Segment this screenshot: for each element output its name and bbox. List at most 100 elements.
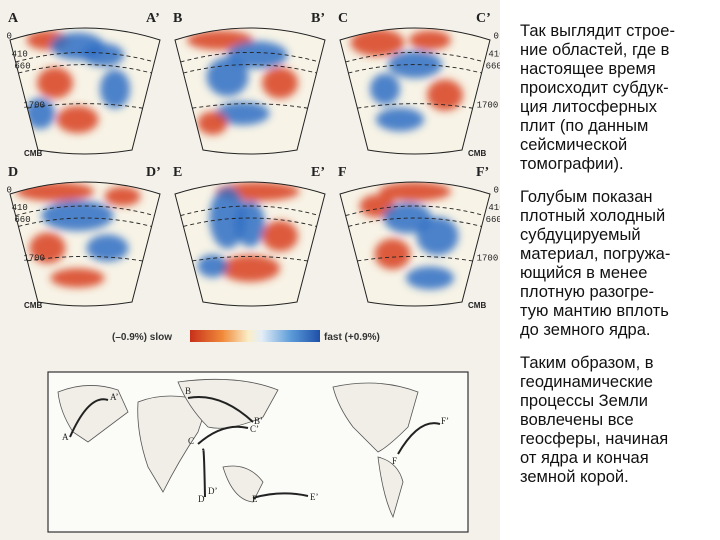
profile-line xyxy=(397,422,441,455)
tomography-panel-f: F F’ 0 410 660 1700 CMB xyxy=(338,165,500,310)
anomaly-blob xyxy=(376,107,424,132)
panel-end-label: B’ xyxy=(311,11,325,26)
depth-contour xyxy=(183,64,317,74)
panel-end-label: E’ xyxy=(311,165,325,180)
map-profile-label: E’ xyxy=(310,492,319,502)
landmass xyxy=(332,382,419,453)
anomaly-blob xyxy=(262,67,298,99)
depth-label: 660 xyxy=(486,62,500,72)
anomaly-blob xyxy=(187,30,253,50)
anomaly-blob xyxy=(16,182,94,202)
depth-contour xyxy=(180,205,320,217)
profile-line xyxy=(202,448,206,498)
map-profile-label: A’ xyxy=(110,392,119,402)
anomaly-blob xyxy=(370,73,400,105)
depth-contour xyxy=(357,103,473,109)
depth-contour xyxy=(345,51,485,63)
world-map: A A’ B B’ C C’ DD’ E E’ F F’ xyxy=(47,371,469,533)
depth-label: 1700 xyxy=(477,253,499,263)
depth-label: 410 xyxy=(488,49,500,59)
anomaly-blob xyxy=(197,254,228,278)
anomaly-blob xyxy=(82,43,124,67)
depth-label: 1700 xyxy=(23,253,45,263)
panel-start-label: D xyxy=(8,165,18,180)
anomaly-blob xyxy=(406,266,454,290)
depth-contour xyxy=(183,217,317,227)
anomaly-blob xyxy=(350,28,405,57)
map-profile-label: C’ xyxy=(250,424,259,434)
tomography-panel-e: E E’ xyxy=(173,165,326,307)
landmass xyxy=(57,385,129,443)
anomaly-blob xyxy=(374,238,411,270)
panel-outline xyxy=(339,181,491,307)
profile-line xyxy=(187,396,254,423)
map-profile-label: D’ xyxy=(208,486,218,496)
panel-end-label: C’ xyxy=(476,11,491,26)
panel-outline xyxy=(174,181,326,307)
text-column: Так выглядит строе- ние областей, где в … xyxy=(520,22,715,501)
panel-start-label: C xyxy=(338,11,348,26)
depth-label: 410 xyxy=(488,203,500,213)
depth-contour xyxy=(192,255,308,262)
landmass xyxy=(222,465,264,503)
anomaly-blob xyxy=(100,69,130,109)
tomography-panel-b: B B’ xyxy=(173,11,326,155)
cmb-label: CMB xyxy=(24,149,42,158)
cmb-label: CMB xyxy=(468,149,486,158)
depth-contour xyxy=(27,255,143,262)
depth-label: 660 xyxy=(14,62,30,72)
depth-label: 660 xyxy=(486,215,500,225)
map-profile-label: C xyxy=(188,436,194,446)
depth-contour xyxy=(15,205,155,217)
anomaly-blob xyxy=(56,105,99,134)
figure-canvas: AA’04106601700CMBBB’CC’04106601700CMBDD’… xyxy=(7,11,500,533)
map-profile-label: B’ xyxy=(254,416,263,426)
landmass xyxy=(377,456,404,519)
depth-contour xyxy=(345,205,485,217)
depth-contour xyxy=(348,64,482,74)
anomaly-blob xyxy=(409,30,451,50)
anomaly-blob xyxy=(29,232,66,264)
colorbar-fast-label: fast (+0.9%) xyxy=(324,332,380,343)
anomaly-blob xyxy=(25,97,55,130)
profile-line xyxy=(252,492,309,499)
colorbar-gradient xyxy=(190,330,320,342)
map-profile-label: E xyxy=(252,494,258,504)
depth-label: 0 xyxy=(7,31,12,41)
panel-outline xyxy=(9,27,161,155)
velocity-colorbar: (–0.9%) slow fast (+0.9%) xyxy=(112,330,380,343)
depth-contour xyxy=(18,217,152,227)
panel-end-label: F’ xyxy=(476,165,489,180)
anomaly-blob xyxy=(227,41,288,69)
map-profile-label: F xyxy=(392,456,397,466)
anomaly-blob xyxy=(215,101,270,126)
depth-label: 0 xyxy=(493,31,498,41)
tomography-figure: AA’04106601700CMBBB’CC’04106601700CMBDD’… xyxy=(0,0,500,540)
anomaly-blob xyxy=(262,220,298,252)
anomaly-blob xyxy=(388,50,442,79)
paragraph-blue-material: Голубым показан плотный холодный субдуци… xyxy=(520,188,671,339)
map-profile-label: F’ xyxy=(441,416,449,426)
anomaly-blob xyxy=(379,182,451,202)
profile-line xyxy=(197,425,249,445)
anomaly-blob xyxy=(41,200,114,231)
panel-start-label: A xyxy=(8,11,19,26)
panel-end-label: A’ xyxy=(146,11,160,26)
cmb-label: CMB xyxy=(468,301,486,310)
anomaly-blob xyxy=(50,268,105,288)
paragraph-subduction-structure: Так выглядит строе- ние областей, где в … xyxy=(520,22,675,173)
panel-start-label: F xyxy=(338,165,347,180)
anomaly-blob xyxy=(197,111,228,135)
depth-label: 0 xyxy=(493,185,498,195)
depth-label: 660 xyxy=(14,215,30,225)
anomaly-blob xyxy=(235,200,265,248)
map-profile-label: A xyxy=(62,432,69,442)
anomaly-blob xyxy=(427,79,463,111)
depth-contour xyxy=(15,51,155,63)
landmass xyxy=(137,395,209,493)
depth-contour xyxy=(18,64,152,74)
depth-contour xyxy=(180,51,320,63)
profile-line xyxy=(69,398,109,438)
